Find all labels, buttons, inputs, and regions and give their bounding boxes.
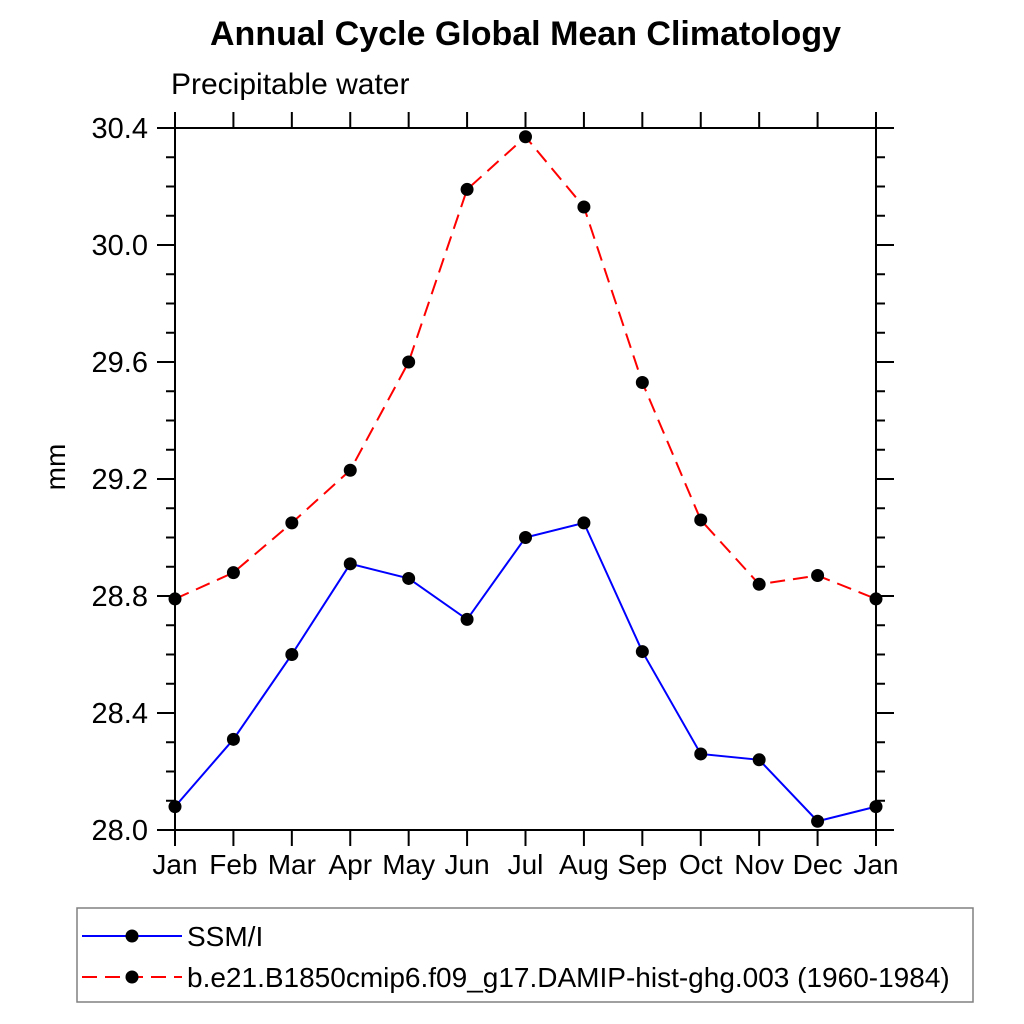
x-tick-label: Jan — [152, 849, 197, 880]
y-tick-label: 28.0 — [92, 815, 148, 847]
chart-title: Annual Cycle Global Mean Climatology — [210, 15, 841, 53]
legend-marker — [125, 929, 139, 943]
series-line-ssmi — [174, 521, 877, 823]
x-tick-label: Apr — [328, 849, 372, 880]
data-point-marker — [811, 569, 825, 583]
y-tick-label: 30.0 — [92, 230, 148, 262]
y-tick-label: 30.4 — [92, 113, 148, 145]
y-tick-label: 28.8 — [92, 581, 148, 613]
x-tick-label: Jan — [853, 849, 898, 880]
data-point-marker — [460, 612, 474, 626]
data-point-marker — [519, 531, 532, 544]
data-point-marker — [635, 375, 649, 389]
data-point-marker — [694, 747, 708, 761]
data-point-marker — [577, 200, 591, 214]
x-tick-label: Aug — [559, 849, 609, 880]
data-point-marker — [577, 516, 591, 530]
x-tick-label: Nov — [734, 849, 784, 880]
data-point-marker — [168, 592, 182, 606]
x-tick-label: Sep — [617, 849, 667, 880]
data-point-marker — [402, 355, 416, 369]
data-point-marker — [285, 648, 299, 661]
y-tick-label: 29.6 — [92, 347, 148, 379]
plot-frame — [174, 127, 877, 831]
data-point-marker — [694, 513, 708, 527]
y-tick-label: 28.4 — [92, 698, 148, 730]
x-tick-label: Dec — [793, 849, 843, 880]
data-point-marker — [343, 557, 357, 571]
data-point-marker — [226, 566, 240, 580]
data-point-marker — [285, 516, 299, 530]
data-point-marker — [752, 577, 766, 591]
x-tick-label: Jul — [508, 849, 544, 880]
legend-box — [76, 907, 974, 1003]
data-point-marker — [635, 645, 649, 659]
data-point-marker — [519, 130, 532, 144]
x-tick-label: Jun — [445, 849, 490, 880]
y-tick-label: 29.2 — [92, 464, 148, 496]
legend-marker — [125, 970, 139, 984]
legend-label: SSM/I — [187, 921, 263, 952]
data-point-marker — [226, 732, 240, 746]
data-point-marker — [752, 753, 766, 767]
chart-subtitle: Precipitable water — [171, 68, 410, 101]
series-line-model — [174, 135, 877, 600]
x-tick-label: Feb — [209, 849, 257, 880]
x-tick-label: May — [382, 849, 435, 880]
data-point-marker — [869, 592, 883, 606]
x-tick-label: Oct — [679, 849, 723, 880]
data-point-marker — [460, 182, 474, 196]
data-point-marker — [343, 463, 357, 477]
data-point-marker — [869, 800, 883, 814]
legend-label: b.e21.B1850cmip6.f09_g17.DAMIP-hist-ghg.… — [187, 962, 950, 993]
data-point-marker — [811, 814, 825, 828]
data-point-marker — [402, 571, 416, 585]
data-point-marker — [168, 800, 182, 814]
x-tick-label: Mar — [268, 849, 316, 880]
